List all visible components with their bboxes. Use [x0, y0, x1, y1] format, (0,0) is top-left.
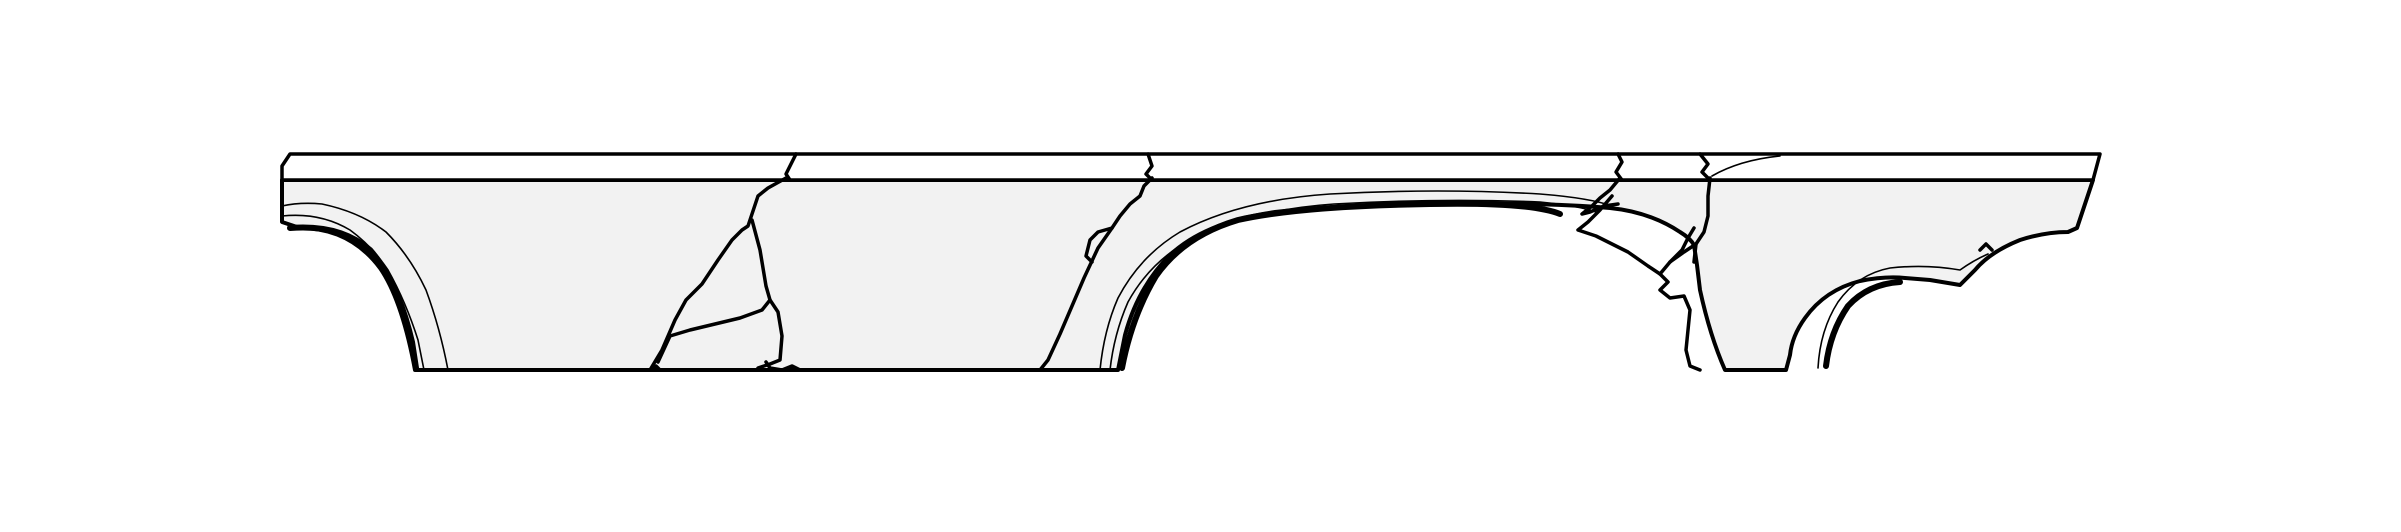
joint-2 — [1038, 176, 1154, 372]
arcade-body — [280, 178, 2095, 372]
right-arch-shadow — [1823, 279, 1903, 369]
joint-3-lower — [1576, 194, 1696, 276]
center-arch-shadow — [1119, 200, 1563, 371]
joint-band-4 — [1698, 152, 1712, 182]
joint-1-branch — [656, 218, 772, 364]
cornice-band — [280, 152, 2102, 182]
bottom-notch-2 — [764, 360, 802, 372]
joint-1 — [648, 176, 788, 372]
joint-band-2 — [1144, 152, 1154, 182]
right-top-trim — [1711, 155, 1781, 177]
right-chip — [1978, 242, 1994, 252]
left-arch-shadow — [287, 224, 419, 371]
joint-4-offset — [1668, 242, 1698, 264]
left-moulding-edge — [281, 202, 449, 371]
joint-2-lump — [1084, 226, 1114, 264]
joint-3-break — [1658, 272, 1702, 372]
right-moulding-edge — [1817, 253, 1989, 369]
joint-band-1 — [784, 152, 798, 182]
joint-4 — [1692, 176, 1712, 264]
bottom-notch-1 — [648, 364, 662, 372]
center-arch-moulding — [1099, 190, 1613, 371]
joint-band-3 — [1614, 152, 1624, 182]
